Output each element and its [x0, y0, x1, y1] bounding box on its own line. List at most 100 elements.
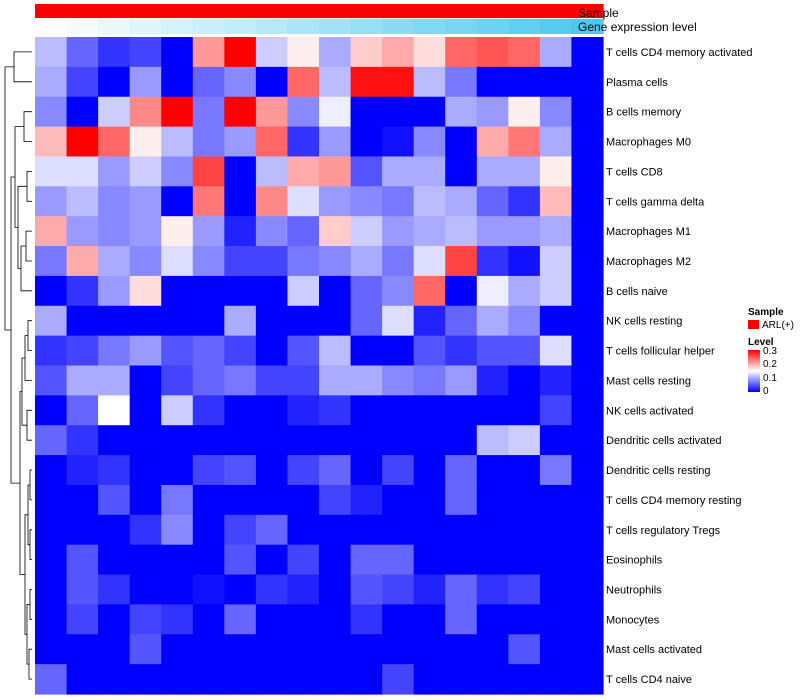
heatmap-cell	[382, 484, 415, 516]
heatmap-cell	[571, 574, 604, 606]
dendrogram-branch	[24, 335, 32, 381]
expression-annotation-cell	[539, 19, 573, 34]
heatmap-cell	[445, 216, 478, 247]
row-label: Macrophages M0	[606, 137, 691, 149]
sample-annotation-cell	[382, 4, 415, 18]
heatmap-cell	[287, 455, 320, 486]
heatmap-cell	[66, 96, 99, 128]
row-label: Mast cells resting	[606, 375, 691, 387]
heatmap-cell	[539, 365, 573, 396]
heatmap-cell	[287, 246, 320, 277]
heatmap-cell	[571, 37, 604, 68]
heatmap-cell	[66, 305, 99, 337]
heatmap-cell	[129, 514, 162, 546]
heatmap-cell	[129, 246, 162, 277]
heatmap-cell	[319, 574, 352, 606]
heatmap-cell	[161, 246, 194, 277]
heatmap-cell	[508, 634, 541, 665]
row-label: Monocytes	[606, 614, 660, 626]
heatmap-cell	[287, 156, 320, 187]
heatmap-cell	[382, 544, 415, 576]
heatmap-cell	[413, 574, 446, 606]
row-label: Mast cells activated	[606, 644, 702, 656]
heatmap-cell	[224, 634, 257, 665]
heatmap-cell	[413, 186, 446, 217]
heatmap-cell	[508, 335, 541, 367]
heatmap-cell	[192, 37, 225, 68]
heatmap-cell	[319, 335, 352, 367]
dendrogram-branch	[4, 66, 14, 331]
heatmap-cell	[161, 126, 194, 158]
heatmap-cell	[66, 484, 99, 516]
heatmap-cell	[476, 156, 509, 187]
dendrogram-branch	[28, 648, 32, 680]
heatmap-cell	[571, 275, 604, 307]
dendrogram-branch	[21, 357, 27, 426]
heatmap-cell	[66, 216, 99, 247]
heatmap-cell	[382, 96, 415, 128]
heatmap-cell	[476, 544, 509, 576]
heatmap-cell	[287, 66, 320, 98]
heatmap-cell	[161, 634, 194, 665]
heatmap-cell	[287, 604, 320, 635]
heatmap-cell	[539, 604, 573, 635]
heatmap-cell	[350, 126, 383, 158]
heatmap-cell	[35, 275, 68, 307]
heatmap-cell	[382, 275, 415, 307]
heatmap-cell	[319, 365, 352, 396]
heatmap-cell	[287, 37, 320, 68]
heatmap-cell	[539, 514, 573, 546]
heatmap-cell	[571, 305, 604, 337]
sample-annotation-cell	[413, 4, 446, 18]
heatmap-cell	[287, 275, 320, 307]
heatmap-cell	[98, 574, 131, 606]
heatmap-cell	[35, 484, 68, 516]
heatmap-cell	[161, 484, 194, 516]
heatmap-cell	[255, 275, 289, 307]
expression-annotation-cell	[445, 19, 478, 34]
heatmap-cell	[129, 66, 162, 98]
gene-expression-track-label: Gene expression level	[578, 20, 697, 34]
heatmap-cell	[192, 335, 225, 367]
heatmap-cell	[224, 37, 257, 68]
sample-annotation-cell	[66, 4, 99, 18]
dendrogram-branch	[26, 171, 32, 202]
heatmap-cell	[319, 664, 352, 695]
level-tick-0.2: 0.2	[763, 359, 777, 370]
heatmap-cell	[413, 305, 446, 337]
heatmap-cell	[192, 395, 225, 426]
heatmap-cell	[129, 126, 162, 158]
sample-annotation-cell	[319, 4, 352, 18]
row-label: T cells CD4 memory activated	[606, 47, 753, 59]
heatmap-cell	[35, 395, 68, 426]
heatmap-cell	[476, 37, 509, 68]
heatmap-cell	[382, 156, 415, 187]
heatmap-cell	[161, 275, 194, 307]
heatmap-cell	[98, 455, 131, 486]
heatmap-cell	[571, 96, 604, 128]
heatmap-cell	[129, 365, 162, 396]
heatmap-cell	[413, 484, 446, 516]
heatmap-cell	[413, 37, 446, 68]
heatmap-cell	[98, 275, 131, 307]
heatmap-cell	[445, 484, 478, 516]
heatmap-cell	[255, 484, 289, 516]
heatmap-cell	[192, 156, 225, 187]
heatmap-cell	[413, 96, 446, 128]
heatmap-cell	[161, 216, 194, 247]
heatmap-cell	[287, 395, 320, 426]
heatmap-cell	[382, 305, 415, 337]
heatmap-cell	[539, 66, 573, 98]
heatmap-cell	[98, 246, 131, 277]
heatmap-cell	[161, 604, 194, 635]
heatmap-cell	[571, 246, 604, 277]
heatmap-cell	[413, 365, 446, 396]
row-label: Dendritic cells resting	[606, 465, 711, 477]
expression-annotation-cell	[319, 19, 352, 34]
heatmap-cell	[35, 216, 68, 247]
expression-annotation-cell	[476, 19, 509, 34]
heatmap-cell	[161, 335, 194, 367]
heatmap-cell	[508, 156, 541, 187]
level-legend-title: Level	[748, 337, 774, 348]
